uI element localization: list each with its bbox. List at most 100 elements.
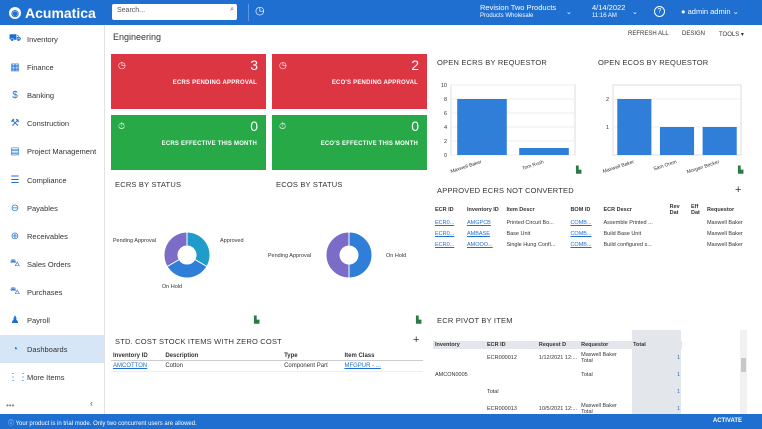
tile-ecrs-effective[interactable]: ⏱ 0 ECRS EFFECTIVE THIS MONTH (111, 115, 266, 170)
column-header[interactable]: Inventory ID (113, 353, 148, 359)
bar[interactable] (457, 99, 507, 155)
x-tick-label: Morgan Becker (686, 159, 720, 175)
pivot-row[interactable]: AMCON0005 Total 1 (435, 371, 680, 378)
pie-slice[interactable] (348, 231, 373, 279)
column-header[interactable]: Item Class (344, 353, 375, 359)
cart-icon: ⛍ (9, 286, 21, 298)
table-row[interactable]: AMCOTTON Cotton Component Part MFGPUR - ... (111, 361, 423, 372)
requestor-bars: 0 2 4 6 8 10 Maxwell Baker Tom Rush 1 2 Maxwell Ba… (441, 83, 742, 175)
check-circle-icon: ◷ (279, 60, 287, 70)
x-tick-label: Sam Orem (653, 159, 678, 172)
search-input[interactable]: Search... ⌕ (112, 4, 237, 20)
sidebar-item-payables[interactable]: ⊖ Payables (0, 194, 104, 222)
chevron-down-icon[interactable]: ⌄ (566, 9, 572, 16)
top-bar: ◉ Acumatica Search... ⌕ ◷ Revision Two Pro… (0, 0, 762, 25)
column-header[interactable]: Description (165, 353, 199, 359)
pie-slice[interactable] (166, 258, 208, 279)
activate-button[interactable]: ACTIVATE (712, 418, 742, 424)
sidebar-item-payroll[interactable]: ♟ Payroll (0, 307, 104, 335)
y-tick-label: 1 (606, 125, 609, 131)
add-button[interactable]: + (735, 184, 742, 196)
sidebar-item-inventory[interactable]: ⛟ Inventory (8, 32, 58, 44)
widget-title-stdcost: STD. COST STOCK ITEMS WITH ZERO COST (115, 337, 282, 346)
calculator-icon: ▦ (10, 61, 20, 73)
column-header[interactable]: Rev Dat (669, 204, 680, 216)
chevron-down-icon[interactable]: ⌄ (632, 9, 638, 16)
sidebar-item-dashboards[interactable]: ◔ Dashboards (0, 335, 104, 364)
tile-ecos-effective[interactable]: ⏱ 0 ECO'S EFFECTIVE THIS MONTH (272, 115, 427, 170)
pivot-row[interactable]: ECR000012 1/12/2021 12:... Maxwell Baker To… (486, 351, 680, 364)
y-tick-label: 10 (441, 83, 447, 89)
business-date[interactable]: 4/14/2022 11:16 AM (592, 3, 626, 19)
column-header[interactable]: BOM ID (570, 207, 591, 213)
tenant-selector[interactable]: Revision Two Products Products Wholesale (480, 3, 557, 19)
chart-icon[interactable]: ▙ (416, 317, 422, 324)
sidebar-item-purchases[interactable]: ⛍ Purchases (9, 286, 63, 298)
column-header[interactable]: Inventory ID (467, 207, 499, 213)
sidebar-item-receivables[interactable]: ⊕ Receivables (0, 222, 104, 250)
y-tick-label: 6 (444, 111, 447, 117)
bar[interactable] (702, 127, 737, 155)
bar[interactable] (617, 99, 652, 155)
more-dots-icon: ••• (6, 401, 15, 410)
widget-title-open-ecrs: OPEN ECRS BY REQUESTOR (437, 58, 547, 67)
dashboard: Engineering REFRESH ALL DESIGN TOOLS ▾ ◷… (106, 25, 762, 415)
page-title: Engineering (113, 32, 162, 42)
help-icon[interactable]: ? (654, 6, 665, 17)
tools-button[interactable]: TOOLS ▾ (719, 32, 744, 38)
list-icon: ☰ (10, 174, 20, 186)
design-button[interactable]: DESIGN (682, 31, 706, 37)
pie-label: On Hold (162, 284, 182, 290)
column-header[interactable]: ECR ID (486, 342, 506, 348)
tile-ecrs-pending[interactable]: ◷ 3 ECRS PENDING APPROVAL (111, 54, 266, 109)
chart-icon[interactable]: ▙ (738, 167, 744, 174)
tile-ecos-pending[interactable]: ◷ 2 ECO'S PENDING APPROVAL (272, 54, 427, 109)
sidebar-item-more-items[interactable]: ⋮⋮ More Items (8, 371, 65, 383)
widget-title-pivot: ECR PIVOT BY ITEM (437, 316, 513, 325)
search-icon[interactable]: ⌕ (230, 6, 234, 13)
status-pies: Pending Approval Approved On Hold Pending A… (113, 231, 406, 290)
table-row[interactable]: ECR0... AMBASE Base Unit COMB... Build Base … (435, 230, 743, 237)
crane-icon: ⚒ (10, 118, 20, 130)
add-button[interactable]: + (413, 334, 420, 346)
pie-slice[interactable] (186, 231, 211, 268)
pivot-row[interactable]: ECR000013 10/5/2021 12:... Maxwell Baker To… (486, 402, 680, 415)
pie-slice[interactable] (163, 231, 188, 268)
column-header[interactable]: Type (284, 353, 298, 359)
sidebar-item-sales-orders[interactable]: ⛍ Sales Orders (9, 258, 71, 270)
pie-slice[interactable] (325, 231, 350, 279)
clock-icon: ◷ (255, 5, 265, 17)
x-tick-label: Maxwell Baker (602, 159, 635, 175)
column-header[interactable]: Item Descr (506, 207, 535, 213)
bar[interactable] (519, 148, 569, 155)
approved-table: ECR ID Inventory ID Item Descr BOM ID ECR De… (433, 203, 753, 250)
y-tick-label: 2 (606, 97, 609, 103)
sidebar-item-finance[interactable]: ▦ Finance (0, 53, 104, 81)
sidebar-item-construction[interactable]: ⚒ Construction (0, 110, 104, 138)
collapse-sidebar-icon[interactable]: ‹ (90, 398, 93, 408)
chart-icon[interactable]: ▙ (254, 317, 260, 324)
column-header[interactable]: Inventory (435, 342, 460, 348)
scrollbar[interactable] (740, 330, 747, 414)
column-header[interactable]: Requestor (581, 342, 609, 348)
recent-history-button[interactable]: ◷ (248, 4, 266, 21)
sidebar-item-compliance[interactable]: ☰ Compliance (0, 166, 104, 194)
column-header[interactable]: ECR Descr (603, 207, 632, 213)
column-header[interactable]: Requestor (706, 207, 735, 213)
person-icon: ♟ (10, 315, 20, 327)
column-header[interactable]: Total (633, 342, 646, 348)
table-row[interactable]: ECR0... AMOOO... Single Hung Confi... COMB.… (435, 241, 743, 248)
column-header[interactable]: Eff Dat (690, 204, 700, 216)
table-row[interactable]: ECR0... AMGPCB Printed Circuit Bo... COMB..… (435, 219, 743, 226)
sidebar-item-banking[interactable]: $ Banking (0, 81, 104, 109)
app-logo[interactable]: ◉ Acumatica (9, 5, 96, 21)
user-menu[interactable]: ● admin admin ⌄ (681, 7, 739, 16)
chart-icon[interactable]: ▙ (576, 167, 582, 174)
plus-circle-icon: ⊕ (10, 230, 20, 242)
pivot-row[interactable]: Total 1 (486, 388, 680, 395)
column-header[interactable]: Request D (538, 342, 567, 348)
column-header[interactable]: ECR ID (435, 207, 454, 213)
sidebar-item-project-management[interactable]: ▤ Project Management (0, 138, 104, 166)
refresh-all-button[interactable]: REFRESH ALL (628, 31, 669, 37)
bar[interactable] (659, 127, 695, 155)
